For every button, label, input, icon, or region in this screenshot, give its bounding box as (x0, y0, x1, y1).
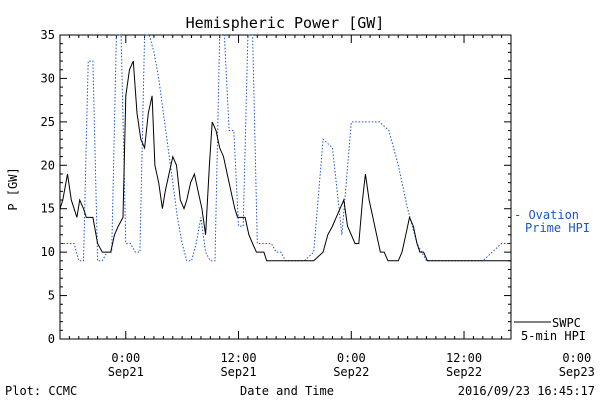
y-tick-label: 25 (41, 115, 55, 129)
x-tick-date-label: Sep21 (108, 365, 144, 379)
legend-ovation-line1: - Ovation (514, 208, 579, 222)
x-tick-date-label: Sep23 (559, 365, 595, 379)
legend-swpc-line1: SWPC (552, 316, 581, 330)
x-tick-time-label: 12:00 (446, 351, 482, 365)
x-tick-time-label: 0:00 (111, 351, 140, 365)
footer-x-label: Date and Time (240, 384, 334, 398)
ovation-prime-line (60, 34, 511, 262)
x-tick-date-label: Sep21 (220, 365, 256, 379)
y-tick-label: 35 (41, 28, 55, 42)
x-axis: 0:00Sep2112:00Sep210:00Sep2212:00Sep220:… (59, 35, 595, 379)
chart-title: Hemispheric Power [GW] (186, 14, 385, 32)
y-tick-label: 15 (41, 202, 55, 216)
legend-swpc-line2: 5-min HPI (521, 329, 586, 343)
x-tick-date-label: Sep22 (333, 365, 369, 379)
y-tick-label: 10 (41, 245, 55, 259)
y-tick-label: 5 (48, 289, 55, 303)
y-tick-label: 0 (48, 332, 55, 346)
legend: - Ovation Prime HPI SWPC 5-min HPI (514, 208, 590, 343)
swpc-hpi-line (59, 60, 511, 262)
footer-timestamp: 2016/09/23 16:45:17 (458, 384, 595, 398)
x-tick-time-label: 12:00 (220, 351, 256, 365)
series-layer (59, 34, 511, 262)
legend-ovation-line2: Prime HPI (525, 221, 590, 235)
x-tick-time-label: 0:00 (562, 351, 591, 365)
y-tick-label: 30 (41, 71, 55, 85)
y-axis: 0 5 10 15 20 25 30 35 (41, 28, 511, 346)
x-tick-date-label: Sep22 (446, 365, 482, 379)
y-axis-label: P [GW] (6, 167, 20, 210)
y-tick-label: 20 (41, 158, 55, 172)
footer-plot-source: Plot: CCMC (5, 384, 77, 398)
x-tick-time-label: 0:00 (337, 351, 366, 365)
